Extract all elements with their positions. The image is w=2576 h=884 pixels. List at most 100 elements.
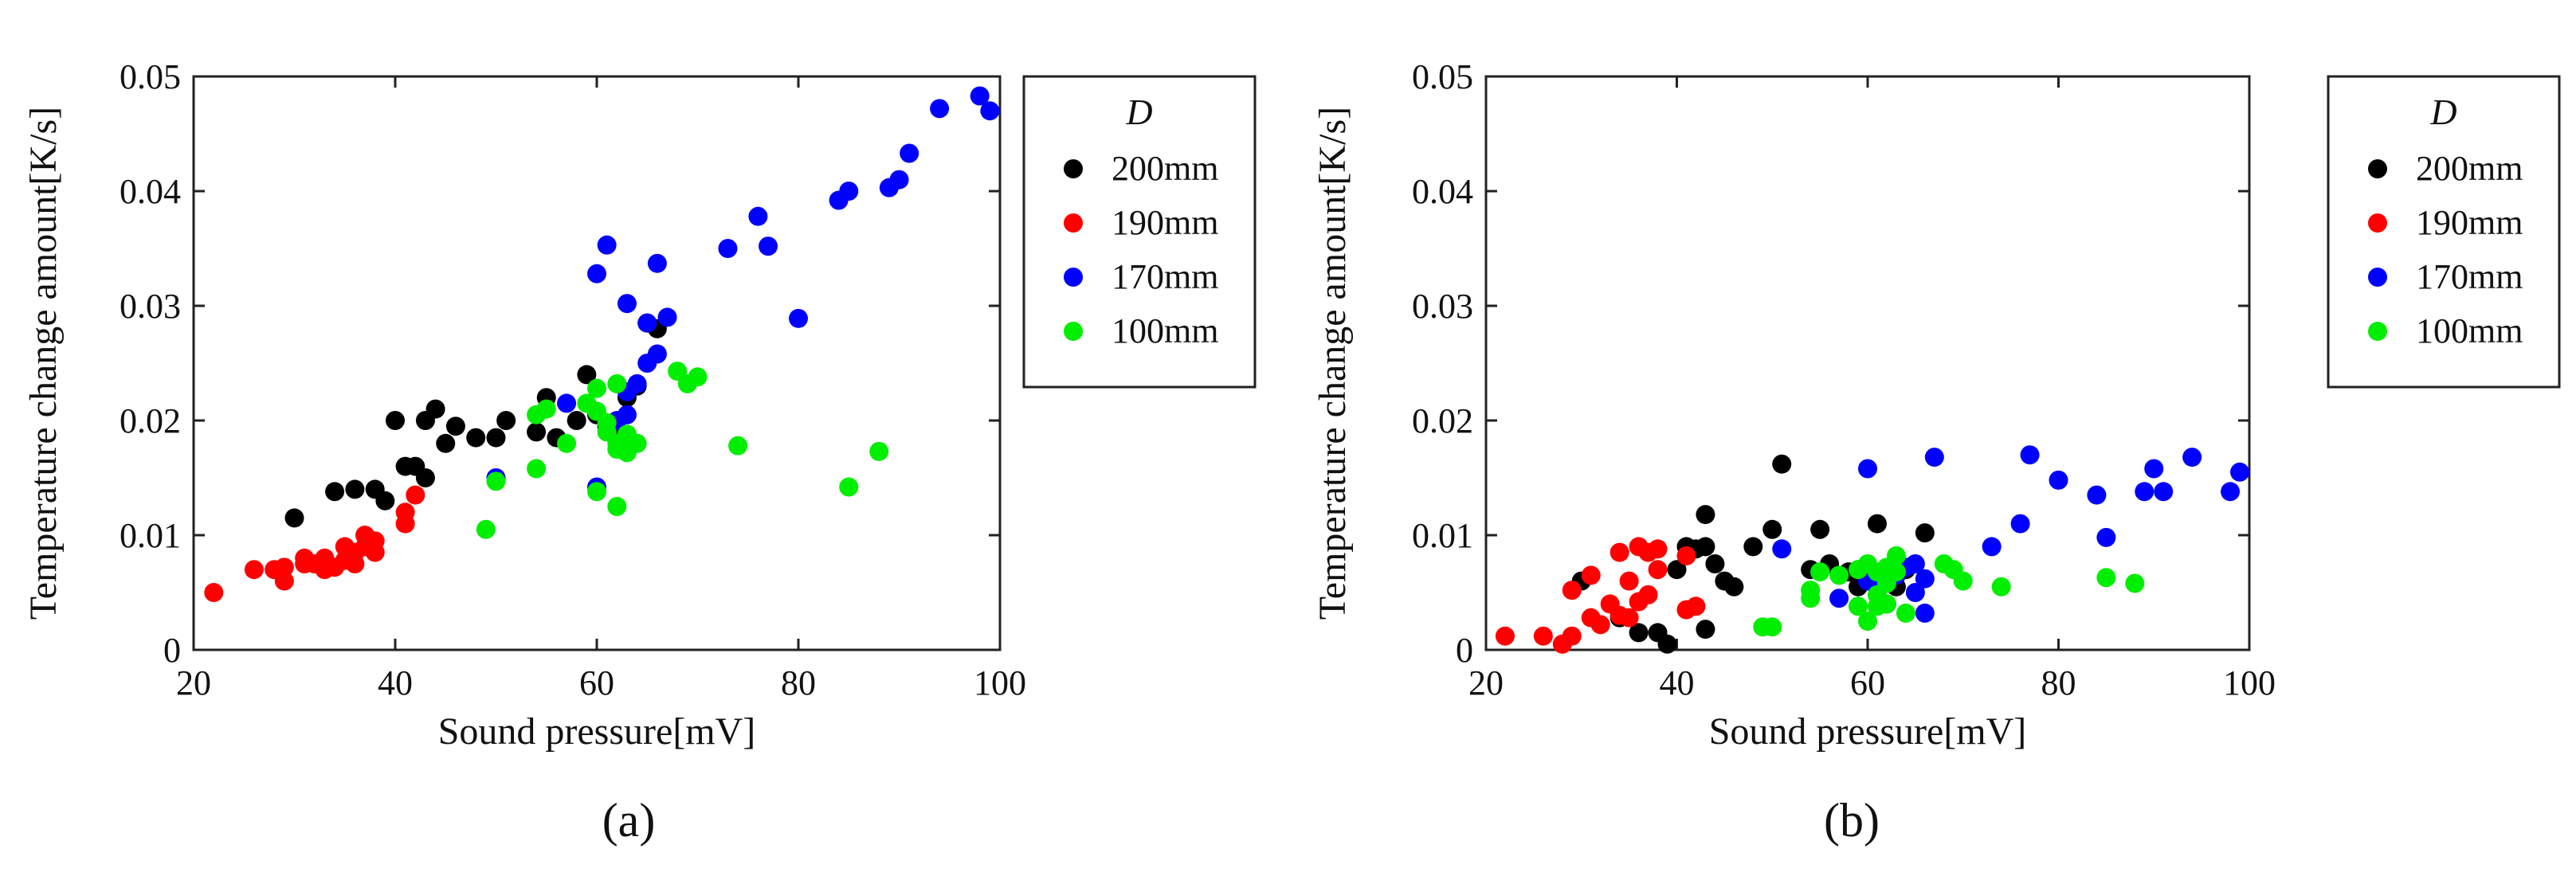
- legend: D 200mm 190mm 170mm 100mm: [1022, 75, 1257, 389]
- series-100mm: [1753, 546, 2145, 637]
- chart-panel-a: 20 40 60 80 100 0 0.01 0.02 0.03 0.04 0.05 Sound pr…: [22, 57, 1257, 847]
- data-point-170mm: [2144, 459, 2164, 479]
- legend-title: D: [1125, 92, 1152, 132]
- data-point-100mm: [486, 471, 506, 491]
- chart-panel-b: 20 40 60 80 100 0 0.01 0.02 0.03 0.04 0.05 Sound pr…: [1312, 57, 2561, 847]
- data-point-200mm: [1696, 537, 1715, 557]
- legend-label-100mm: 100mm: [2416, 311, 2523, 350]
- data-point-200mm: [1724, 577, 1744, 597]
- data-point-170mm: [1924, 448, 1944, 467]
- data-point-100mm: [1886, 546, 1906, 565]
- y-tick-label: 0: [163, 631, 181, 670]
- data-point-200mm: [577, 365, 597, 385]
- data-point-170mm: [889, 170, 909, 190]
- data-point-190mm: [274, 557, 294, 577]
- data-point-170mm: [637, 313, 657, 333]
- data-point-170mm: [1858, 459, 1877, 479]
- data-point-100mm: [627, 433, 647, 453]
- data-point-190mm: [204, 583, 224, 602]
- data-point-170mm: [557, 393, 577, 413]
- y-tick-label: 0.02: [120, 401, 181, 440]
- data-point-100mm: [839, 477, 859, 497]
- series-200mm: [1571, 454, 1935, 654]
- data-point-100mm: [1801, 589, 1821, 608]
- data-point-190mm: [395, 514, 415, 534]
- data-point-170mm: [839, 182, 859, 201]
- data-point-190mm: [244, 560, 264, 580]
- x-tick-label: 40: [1660, 663, 1695, 702]
- data-point-200mm: [1743, 537, 1763, 557]
- data-point-100mm: [1858, 612, 1877, 631]
- data-point-190mm: [1648, 560, 1668, 580]
- data-point-200mm: [1667, 560, 1687, 580]
- data-point-170mm: [617, 405, 637, 424]
- y-tick-label: 0: [1456, 631, 1473, 670]
- legend-marker-100mm: [2368, 322, 2387, 341]
- data-point-200mm: [1705, 554, 1725, 573]
- data-point-100mm: [607, 497, 627, 516]
- data-point-200mm: [1696, 620, 1715, 640]
- data-point-200mm: [425, 399, 445, 419]
- data-point-200mm: [386, 411, 405, 430]
- legend-marker-190mm: [2368, 213, 2387, 233]
- legend-box: [2327, 75, 2561, 389]
- data-point-100mm: [688, 367, 708, 387]
- data-point-190mm: [1638, 585, 1658, 604]
- legend-marker-100mm: [1064, 322, 1083, 341]
- data-point-100mm: [869, 441, 889, 461]
- y-axis-label: Temperature change amount[K/s]: [22, 107, 65, 620]
- data-point-190mm: [1581, 565, 1601, 585]
- data-point-200mm: [466, 428, 486, 448]
- x-tick-label: 100: [2223, 663, 2276, 702]
- data-point-170mm: [2096, 527, 2116, 547]
- series-170mm: [1772, 445, 2250, 623]
- data-point-100mm: [1886, 562, 1906, 582]
- x-tick-label: 20: [176, 663, 211, 702]
- data-point-170mm: [2154, 482, 2174, 502]
- y-tick-label: 0.05: [1412, 57, 1473, 96]
- data-point-190mm: [1610, 542, 1629, 562]
- data-point-100mm: [557, 433, 577, 453]
- data-point-200mm: [445, 417, 465, 436]
- y-tick-label: 0.03: [120, 287, 181, 326]
- y-tick-label: 0.04: [1412, 172, 1473, 211]
- data-point-200mm: [375, 491, 395, 510]
- data-point-170mm: [2221, 482, 2241, 502]
- data-point-170mm: [2010, 514, 2030, 534]
- y-tick-label: 0.03: [1412, 287, 1473, 326]
- series-190mm: [204, 485, 425, 602]
- data-point-170mm: [587, 264, 606, 284]
- data-point-100mm: [536, 399, 556, 419]
- data-point-170mm: [2087, 485, 2107, 505]
- data-point-170mm: [2020, 445, 2040, 465]
- x-tick-label: 100: [974, 663, 1026, 702]
- x-tick-label: 20: [1468, 663, 1504, 702]
- data-point-170mm: [647, 344, 667, 364]
- series-100mm: [476, 362, 889, 539]
- x-axis-label: Sound pressure[mV]: [1709, 710, 2027, 753]
- data-point-200mm: [1810, 519, 1830, 539]
- data-point-170mm: [759, 237, 778, 256]
- data-point-100mm: [1953, 571, 1973, 591]
- data-point-200mm: [1629, 623, 1649, 643]
- data-point-100mm: [587, 378, 606, 398]
- x-tick-label: 60: [579, 663, 614, 702]
- legend-marker-190mm: [1064, 213, 1083, 233]
- data-point-100mm: [476, 519, 496, 539]
- data-point-170mm: [657, 307, 677, 327]
- data-point-170mm: [1915, 569, 1935, 589]
- legend-title: D: [2429, 92, 2456, 132]
- legend-label-200mm: 200mm: [1112, 149, 1218, 188]
- data-point-170mm: [789, 308, 808, 328]
- data-point-170mm: [2182, 448, 2202, 467]
- panel-label: (b): [1824, 794, 1880, 847]
- x-tick-label: 60: [1850, 663, 1885, 702]
- y-axis-label: Temperature change amount[K/s]: [1312, 107, 1354, 620]
- data-point-170mm: [980, 101, 1000, 121]
- data-point-190mm: [1533, 626, 1553, 646]
- legend-box: [1022, 75, 1257, 389]
- data-point-200mm: [1915, 523, 1935, 543]
- data-point-170mm: [930, 99, 950, 119]
- data-point-100mm: [587, 482, 606, 502]
